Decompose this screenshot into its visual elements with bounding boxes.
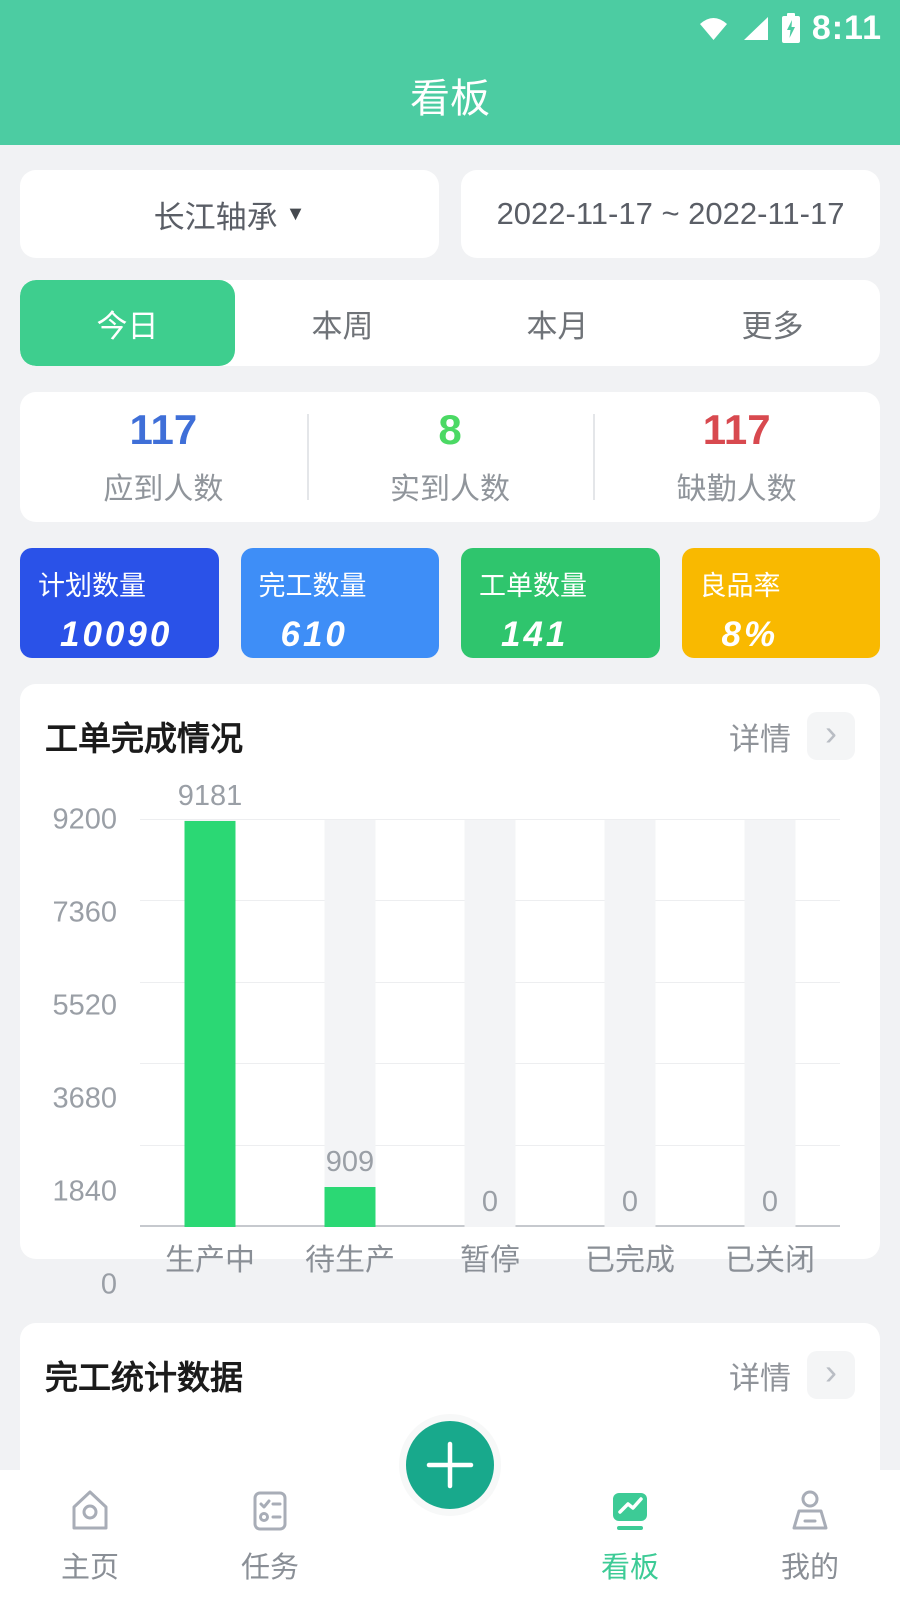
tab-this-month[interactable]: 本月 [450,280,665,366]
nav-item-dashboard[interactable]: 看板 [540,1470,720,1600]
metric-yield-rate-value: 8% [721,615,779,654]
y-tick: 3680 [52,1082,117,1115]
bar-column-closed: 0 已关闭 [700,820,840,1277]
tab-today[interactable]: 今日 [20,280,235,366]
stat-actual-value: 8 [438,406,462,453]
bar-track [324,820,376,1227]
x-tick-closed: 已关闭 [725,1244,815,1277]
chevron-right-icon: › [825,712,837,753]
attendance-stats-card: 117 应到人数 8 实到人数 117 缺勤人数 [20,392,880,522]
chart-plot-area: 9181 生产中 909 待生产 0 暂停 [140,780,840,1277]
date-range-label: 2022-11-17 ~ 2022-11-17 [496,196,845,231]
bar-column-finished: 0 已完成 [560,820,700,1277]
bar-column-producing: 9181 生产中 [140,780,280,1277]
app-header: 8:11 看板 [0,0,900,145]
tasks-icon [253,1491,287,1531]
stat-actual-label: 实到人数 [390,473,510,506]
work-order-panel-title: 工单完成情况 [45,720,243,757]
signal-icon [743,16,768,40]
bar-track [464,820,516,1227]
work-order-detail-link[interactable]: 详情 [729,721,791,757]
wifi-icon [699,17,727,40]
y-tick: 7360 [52,896,117,929]
metric-completed-qty[interactable]: 完工数量 610 [240,548,439,658]
stat-absent-label: 缺勤人数 [676,473,797,506]
company-selector[interactable]: 长江轴承 ▼ [20,170,439,258]
stat-expected-label: 应到人数 [103,473,224,506]
metric-cards-row: 计划数量 10090 完工数量 610 工单数量 141 良品率 8% [20,548,880,658]
bar-value-label: 0 [481,1186,499,1218]
bar-track [744,820,796,1227]
bar-column-paused: 0 暂停 [420,820,560,1277]
stat-actual: 8 实到人数 [306,406,594,508]
bar-column-pending: 909 待生产 [280,820,420,1277]
metric-workorder-qty-label: 工单数量 [479,571,587,601]
status-bar: 8:11 [0,0,900,48]
work-order-completion-panel: 工单完成情况 详情 › 9200 7360 5520 3680 1840 0 [20,684,880,1301]
tab-this-week[interactable]: 本周 [235,280,450,366]
nav-item-tasks[interactable]: 任务 [180,1470,360,1600]
company-selector-label: 长江轴承 [153,199,278,235]
battery-charging-icon [781,13,800,43]
work-order-detail-button[interactable]: › [807,712,855,760]
completion-detail-button[interactable]: › [807,1351,855,1399]
completion-panel-title: 完工统计数据 [45,1359,243,1396]
completion-detail-link[interactable]: 详情 [729,1360,791,1396]
metric-yield-rate-label: 良品率 [699,571,781,601]
tab-this-week-label: 本周 [311,308,374,344]
metric-completed-qty-label: 完工数量 [258,571,367,601]
x-tick-paused: 暂停 [460,1244,520,1277]
metric-planned-qty[interactable]: 计划数量 10090 [20,548,219,658]
plus-icon [426,1441,474,1489]
tab-this-month-label: 本月 [526,308,589,344]
metric-completed-qty-value: 610 [280,615,348,654]
nav-dashboard-label: 看板 [600,1552,659,1584]
y-tick: 5520 [52,989,117,1022]
x-tick-pending: 待生产 [305,1244,395,1277]
period-tabbar: 今日 本周 本月 更多 [20,280,880,366]
tab-today-label: 今日 [96,308,159,344]
home-icon [72,1490,108,1530]
bar-value-label: 0 [761,1186,779,1218]
metric-workorder-qty-value: 141 [501,615,569,654]
work-order-bar-chart: 9200 7360 5520 3680 1840 0 9181 生产中 [45,780,855,1301]
clock-time: 8:11 [811,8,882,47]
bar-track [604,820,656,1227]
add-fab-button[interactable] [399,1414,501,1516]
filter-row: 长江轴承 ▼ 2022-11-17 ~ 2022-11-17 [20,170,880,258]
nav-profile-label: 我的 [780,1552,839,1584]
bar-producing [184,820,236,1227]
bar-pending [324,1186,376,1227]
metric-workorder-qty[interactable]: 工单数量 141 [461,548,660,658]
x-tick-finished: 已完成 [585,1244,675,1277]
bar-value-label: 909 [325,1145,375,1178]
nav-home-label: 主页 [60,1552,119,1584]
y-tick: 0 [100,1268,117,1301]
bar-value-label: 9181 [177,779,243,812]
date-range-picker[interactable]: 2022-11-17 ~ 2022-11-17 [461,170,880,258]
chevron-right-icon: › [825,1351,837,1392]
stat-expected-value: 117 [129,406,198,453]
tab-more-label: 更多 [741,308,804,344]
y-tick: 9200 [52,803,117,836]
dashboard-icon [613,1493,647,1530]
gridline [140,819,840,820]
y-tick: 1840 [52,1175,117,1208]
nav-item-profile[interactable]: 我的 [720,1470,900,1600]
profile-icon [792,1490,828,1530]
stat-absent: 117 缺勤人数 [593,406,880,508]
nav-item-home[interactable]: 主页 [0,1470,180,1600]
stat-expected: 117 应到人数 [20,406,307,508]
x-tick-producing: 生产中 [165,1244,255,1277]
tab-more[interactable]: 更多 [665,280,880,366]
bar-value-label: 0 [621,1186,639,1218]
page-title: 看板 [410,77,490,121]
dropdown-arrow-icon: ▼ [285,202,306,225]
metric-yield-rate[interactable]: 良品率 8% [681,548,880,658]
metric-planned-qty-label: 计划数量 [38,571,146,601]
metric-planned-qty-value: 10090 [60,615,173,654]
nav-tasks-label: 任务 [240,1552,299,1584]
stat-absent-value: 117 [702,406,771,453]
